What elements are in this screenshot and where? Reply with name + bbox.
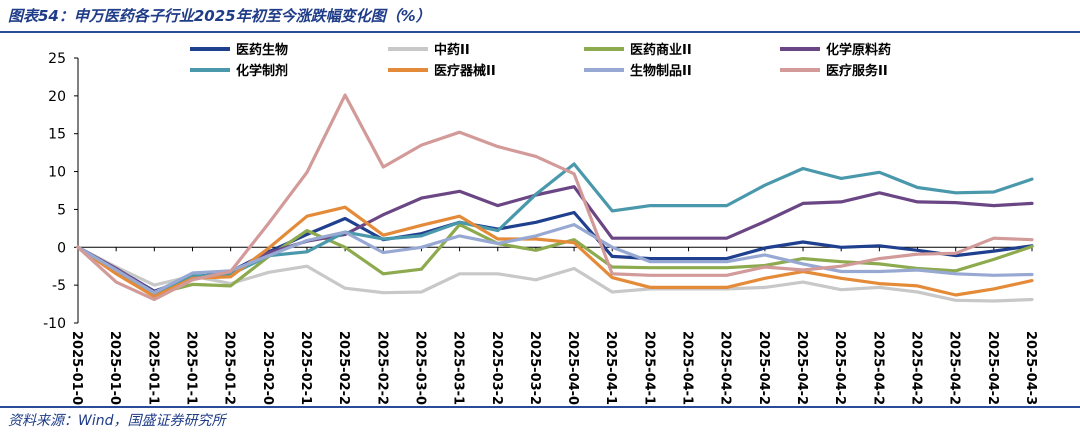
source-note: 资料来源：Wind，国盛证券研究所 xyxy=(8,413,226,429)
x-tick-label: 2025-04-22 xyxy=(794,331,809,405)
y-tick-label: 0 xyxy=(57,240,66,256)
y-tick-label: 10 xyxy=(48,165,66,181)
x-tick-label: 2025-04-28 xyxy=(947,331,962,405)
legend-label: 医药生物 xyxy=(236,42,288,58)
x-tick-label: 2025-02-28 xyxy=(374,331,389,405)
x-tick-label: 2025-04-21 xyxy=(756,331,771,405)
legend-label: 医疗服务II xyxy=(826,63,888,79)
x-tick-label: 2025-03-07 xyxy=(412,331,427,405)
x-tick-label: 2025-03-28 xyxy=(527,331,542,405)
y-tick-label: -5 xyxy=(52,278,66,294)
y-tick-label: 20 xyxy=(48,89,66,105)
x-tick-label: 2025-01-04 xyxy=(107,331,122,405)
x-tick-label: 2025-03-14 xyxy=(451,331,466,405)
legend-label: 医药商业II xyxy=(630,42,692,58)
x-tick-label: 2025-01-24 xyxy=(222,331,237,405)
legend-label: 化学原料药 xyxy=(826,42,891,58)
chart-axes: -10 -5 0 5 10 15 20 25 2025-01-01 2025-01-04 2025-… xyxy=(43,51,1038,405)
x-tick-label: 2025-04-30 xyxy=(1023,331,1038,405)
x-tick-label: 2025-03-21 xyxy=(489,331,504,405)
chart-title: 图表54：申万医药各子行业2025年初至今涨跌幅变化图（%） xyxy=(8,7,431,25)
bottom-divider xyxy=(0,406,1080,408)
x-tick-label: 2025-04-11 xyxy=(603,331,618,405)
series-line xyxy=(76,205,1034,299)
x-tick-label: 2025-01-10 xyxy=(145,331,160,405)
y-tick-label: 15 xyxy=(48,127,66,143)
x-tick-label: 2025-01-01 xyxy=(69,331,84,405)
x-tick-label: 2025-04-29 xyxy=(985,331,1000,405)
x-tick-label: 2025-04-18 xyxy=(641,331,656,405)
series-line xyxy=(76,223,1034,296)
chart-series xyxy=(76,93,1034,303)
x-tick-label: 2025-02-07 xyxy=(260,331,275,405)
y-tick-label: 25 xyxy=(48,51,66,67)
x-tick-label: 2025-04-23 xyxy=(832,331,847,405)
legend-label: 医疗器械II xyxy=(434,63,496,79)
x-tick-label: 2025-02-14 xyxy=(298,331,313,405)
legend-label: 中药II xyxy=(434,42,470,58)
top-divider xyxy=(0,31,1080,33)
x-tick-label: 2025-04-19 xyxy=(680,331,695,405)
x-tick-label: 2025-04-25 xyxy=(909,331,924,405)
x-tick-label: 2025-02-21 xyxy=(336,331,351,405)
series-line xyxy=(76,210,1034,293)
legend-label: 生物制品II xyxy=(630,63,692,79)
x-tick-label: 2025-04-20 xyxy=(718,331,733,405)
series-line xyxy=(76,223,1034,295)
legend-label: 化学制剂 xyxy=(236,63,288,79)
x-tick-label: 2025-04-03 xyxy=(565,331,580,405)
y-tick-label: 5 xyxy=(57,202,66,218)
y-tick-label: -10 xyxy=(43,316,66,332)
x-tick-label: 2025-01-17 xyxy=(183,331,198,405)
series-line xyxy=(76,93,1034,302)
x-tick-label: 2025-04-24 xyxy=(870,331,885,405)
